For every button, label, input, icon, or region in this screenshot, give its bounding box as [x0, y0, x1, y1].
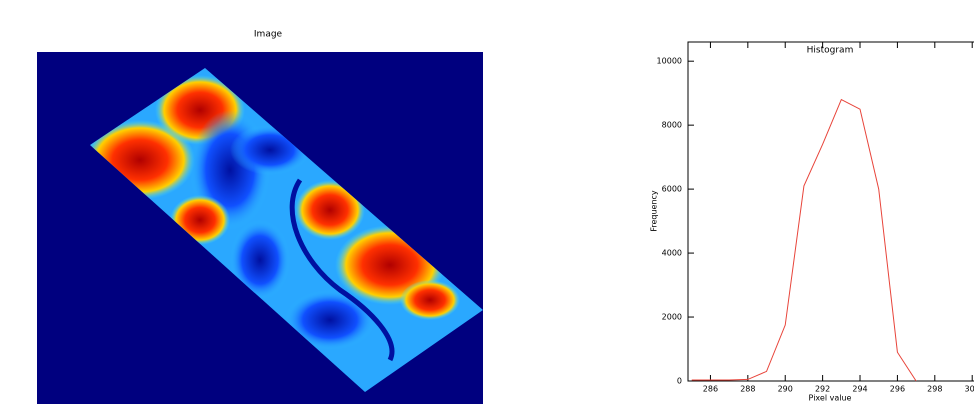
x-tick-label: 292	[815, 385, 830, 394]
x-tick-label: 294	[852, 385, 867, 394]
x-tick-label: 300	[965, 385, 974, 394]
chart-title: Histogram	[807, 46, 854, 56]
x-tick-label: 290	[778, 385, 793, 394]
y-tick-label: 0	[677, 377, 682, 386]
y-tick-label: 2000	[662, 313, 682, 322]
y-tick-label: 10000	[657, 57, 682, 66]
heatmap-image	[37, 52, 490, 404]
y-axis-label: Frequency	[650, 190, 659, 232]
x-tick-label: 296	[890, 385, 905, 394]
x-tick-label: 288	[740, 385, 755, 394]
y-tick-label: 4000	[662, 249, 682, 258]
x-tick-label: 286	[703, 385, 718, 394]
y-tick-label: 8000	[662, 121, 682, 130]
x-axis-label: Pixel value	[809, 394, 852, 403]
image-title: Image	[254, 30, 283, 40]
plot-frame	[688, 42, 974, 381]
y-tick-label: 6000	[662, 185, 682, 194]
line	[692, 100, 916, 381]
x-tick-label: 298	[927, 385, 942, 394]
screen: Image Histogram Pixel value Frequency 0 2…	[0, 0, 974, 404]
